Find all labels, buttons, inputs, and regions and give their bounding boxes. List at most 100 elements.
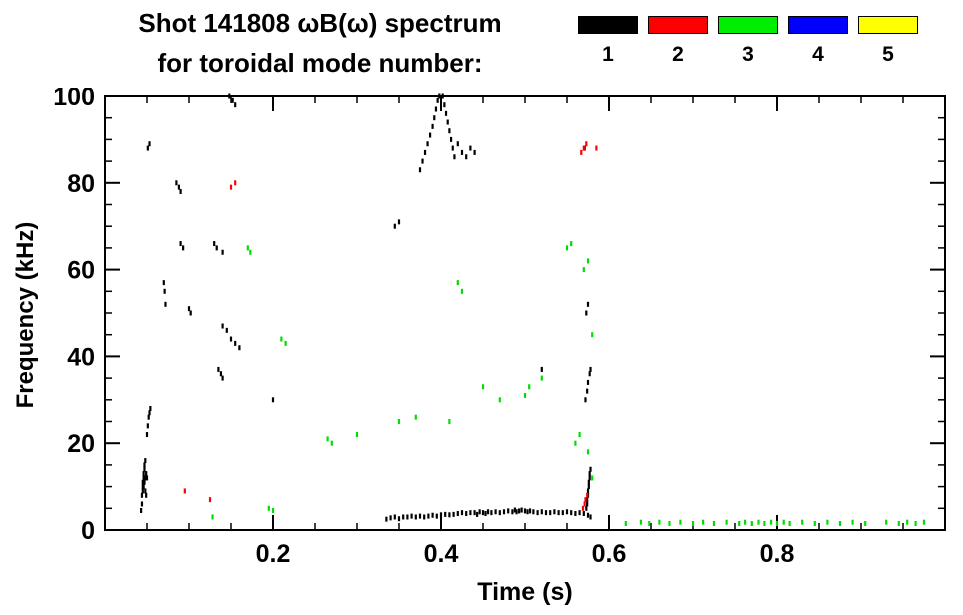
x-tick-label: 0.2 bbox=[256, 540, 291, 568]
data-point-n=1 bbox=[217, 366, 220, 372]
data-point-n=1 bbox=[465, 154, 468, 160]
data-point-n=3 bbox=[788, 520, 791, 526]
data-point-n=1 bbox=[586, 501, 589, 507]
data-point-n=3 bbox=[540, 375, 543, 381]
data-point-n=3 bbox=[701, 519, 705, 525]
data-point-n=1 bbox=[145, 432, 149, 438]
data-point-n=1 bbox=[498, 510, 501, 516]
data-point-n=1 bbox=[589, 466, 592, 472]
data-point-n=1 bbox=[140, 492, 144, 498]
data-point-n=1 bbox=[588, 471, 591, 477]
data-point-n=1 bbox=[418, 167, 422, 173]
data-point-n=1 bbox=[142, 475, 145, 481]
data-point-n=3 bbox=[326, 436, 329, 442]
data-point-n=1 bbox=[486, 509, 490, 515]
data-point-n=1 bbox=[221, 249, 224, 255]
data-point-n=3 bbox=[586, 258, 590, 264]
data-point-n=1 bbox=[469, 145, 472, 151]
data-point-n=1 bbox=[520, 507, 523, 513]
data-point-n=1 bbox=[402, 514, 405, 520]
data-point-n=1 bbox=[397, 516, 401, 522]
data-point-n=1 bbox=[414, 514, 417, 520]
data-point-n=3 bbox=[826, 519, 829, 525]
data-point-n=1 bbox=[431, 123, 434, 129]
data-point-n=3 bbox=[763, 520, 766, 526]
data-point-n=1 bbox=[528, 508, 532, 514]
data-point-n=1 bbox=[397, 219, 401, 225]
legend-swatch-4 bbox=[788, 16, 848, 34]
data-point-n=1 bbox=[177, 184, 181, 190]
data-point-n=3 bbox=[691, 520, 695, 526]
data-point-n=1 bbox=[456, 141, 459, 147]
data-point-n=1 bbox=[234, 340, 237, 346]
data-point-n=2 bbox=[234, 180, 237, 186]
data-point-n=1 bbox=[439, 512, 443, 518]
data-point-n=1 bbox=[553, 509, 556, 515]
data-point-n=1 bbox=[426, 141, 429, 147]
data-point-n=3 bbox=[591, 475, 594, 481]
data-point-n=1 bbox=[473, 149, 476, 155]
data-point-n=3 bbox=[523, 392, 527, 398]
data-point-n=1 bbox=[589, 366, 592, 372]
y-tick-label: 40 bbox=[67, 343, 95, 371]
data-point-n=1 bbox=[142, 471, 145, 477]
legend-swatch-1 bbox=[578, 16, 638, 34]
data-point-n=3 bbox=[639, 519, 643, 525]
data-point-n=1 bbox=[149, 405, 152, 411]
data-point-n=1 bbox=[584, 397, 587, 403]
data-point-n=2 bbox=[595, 145, 598, 151]
data-point-n=1 bbox=[452, 511, 455, 517]
data-point-n=1 bbox=[146, 423, 149, 429]
data-point-n=1 bbox=[586, 388, 589, 394]
data-point-n=1 bbox=[544, 510, 548, 516]
data-point-n=1 bbox=[143, 466, 146, 472]
y-tick-label: 80 bbox=[67, 170, 95, 198]
data-point-n=2 bbox=[183, 488, 186, 494]
data-point-n=1 bbox=[421, 158, 424, 164]
data-point-n=3 bbox=[750, 520, 753, 526]
data-point-n=3 bbox=[280, 336, 283, 342]
data-point-n=1 bbox=[438, 93, 441, 99]
data-point-n=2 bbox=[584, 497, 587, 503]
data-point-n=1 bbox=[523, 508, 527, 514]
data-point-n=3 bbox=[574, 440, 577, 446]
data-point-n=1 bbox=[518, 508, 521, 514]
data-point-n=3 bbox=[460, 288, 464, 294]
data-point-n=3 bbox=[578, 432, 581, 438]
data-point-n=1 bbox=[586, 301, 590, 307]
data-point-n=3 bbox=[570, 241, 573, 247]
data-point-n=1 bbox=[145, 492, 148, 498]
data-point-n=1 bbox=[231, 97, 234, 103]
data-point-n=1 bbox=[536, 510, 539, 516]
data-point-n=1 bbox=[393, 514, 396, 520]
data-point-n=3 bbox=[624, 520, 627, 526]
y-tick-label: 60 bbox=[67, 257, 95, 285]
data-point-n=1 bbox=[435, 513, 438, 519]
x-tick-label: 0.6 bbox=[592, 540, 627, 568]
data-point-n=1 bbox=[182, 245, 185, 251]
data-point-n=1 bbox=[406, 514, 409, 520]
data-point-n=3 bbox=[775, 520, 779, 526]
data-point-n=2 bbox=[229, 184, 233, 190]
data-point-n=3 bbox=[743, 519, 747, 525]
data-point-n=3 bbox=[456, 280, 459, 286]
data-point-n=3 bbox=[498, 397, 501, 403]
data-point-n=1 bbox=[549, 510, 552, 516]
data-point-n=1 bbox=[446, 119, 449, 125]
data-point-n=1 bbox=[587, 479, 590, 485]
legend-item-2: 2 bbox=[648, 16, 708, 67]
data-point-n=1 bbox=[476, 511, 479, 517]
data-point-n=3 bbox=[906, 519, 909, 525]
data-point-n=2 bbox=[581, 505, 585, 511]
data-point-n=3 bbox=[355, 432, 359, 438]
data-point-n=1 bbox=[428, 132, 432, 138]
data-point-n=1 bbox=[449, 136, 453, 142]
data-point-n=1 bbox=[588, 475, 591, 481]
data-point-n=1 bbox=[473, 510, 476, 516]
data-point-n=1 bbox=[484, 511, 487, 517]
data-point-n=3 bbox=[770, 519, 773, 525]
plot-frame bbox=[104, 95, 946, 531]
data-point-n=1 bbox=[145, 475, 149, 481]
data-point-n=1 bbox=[532, 509, 535, 515]
